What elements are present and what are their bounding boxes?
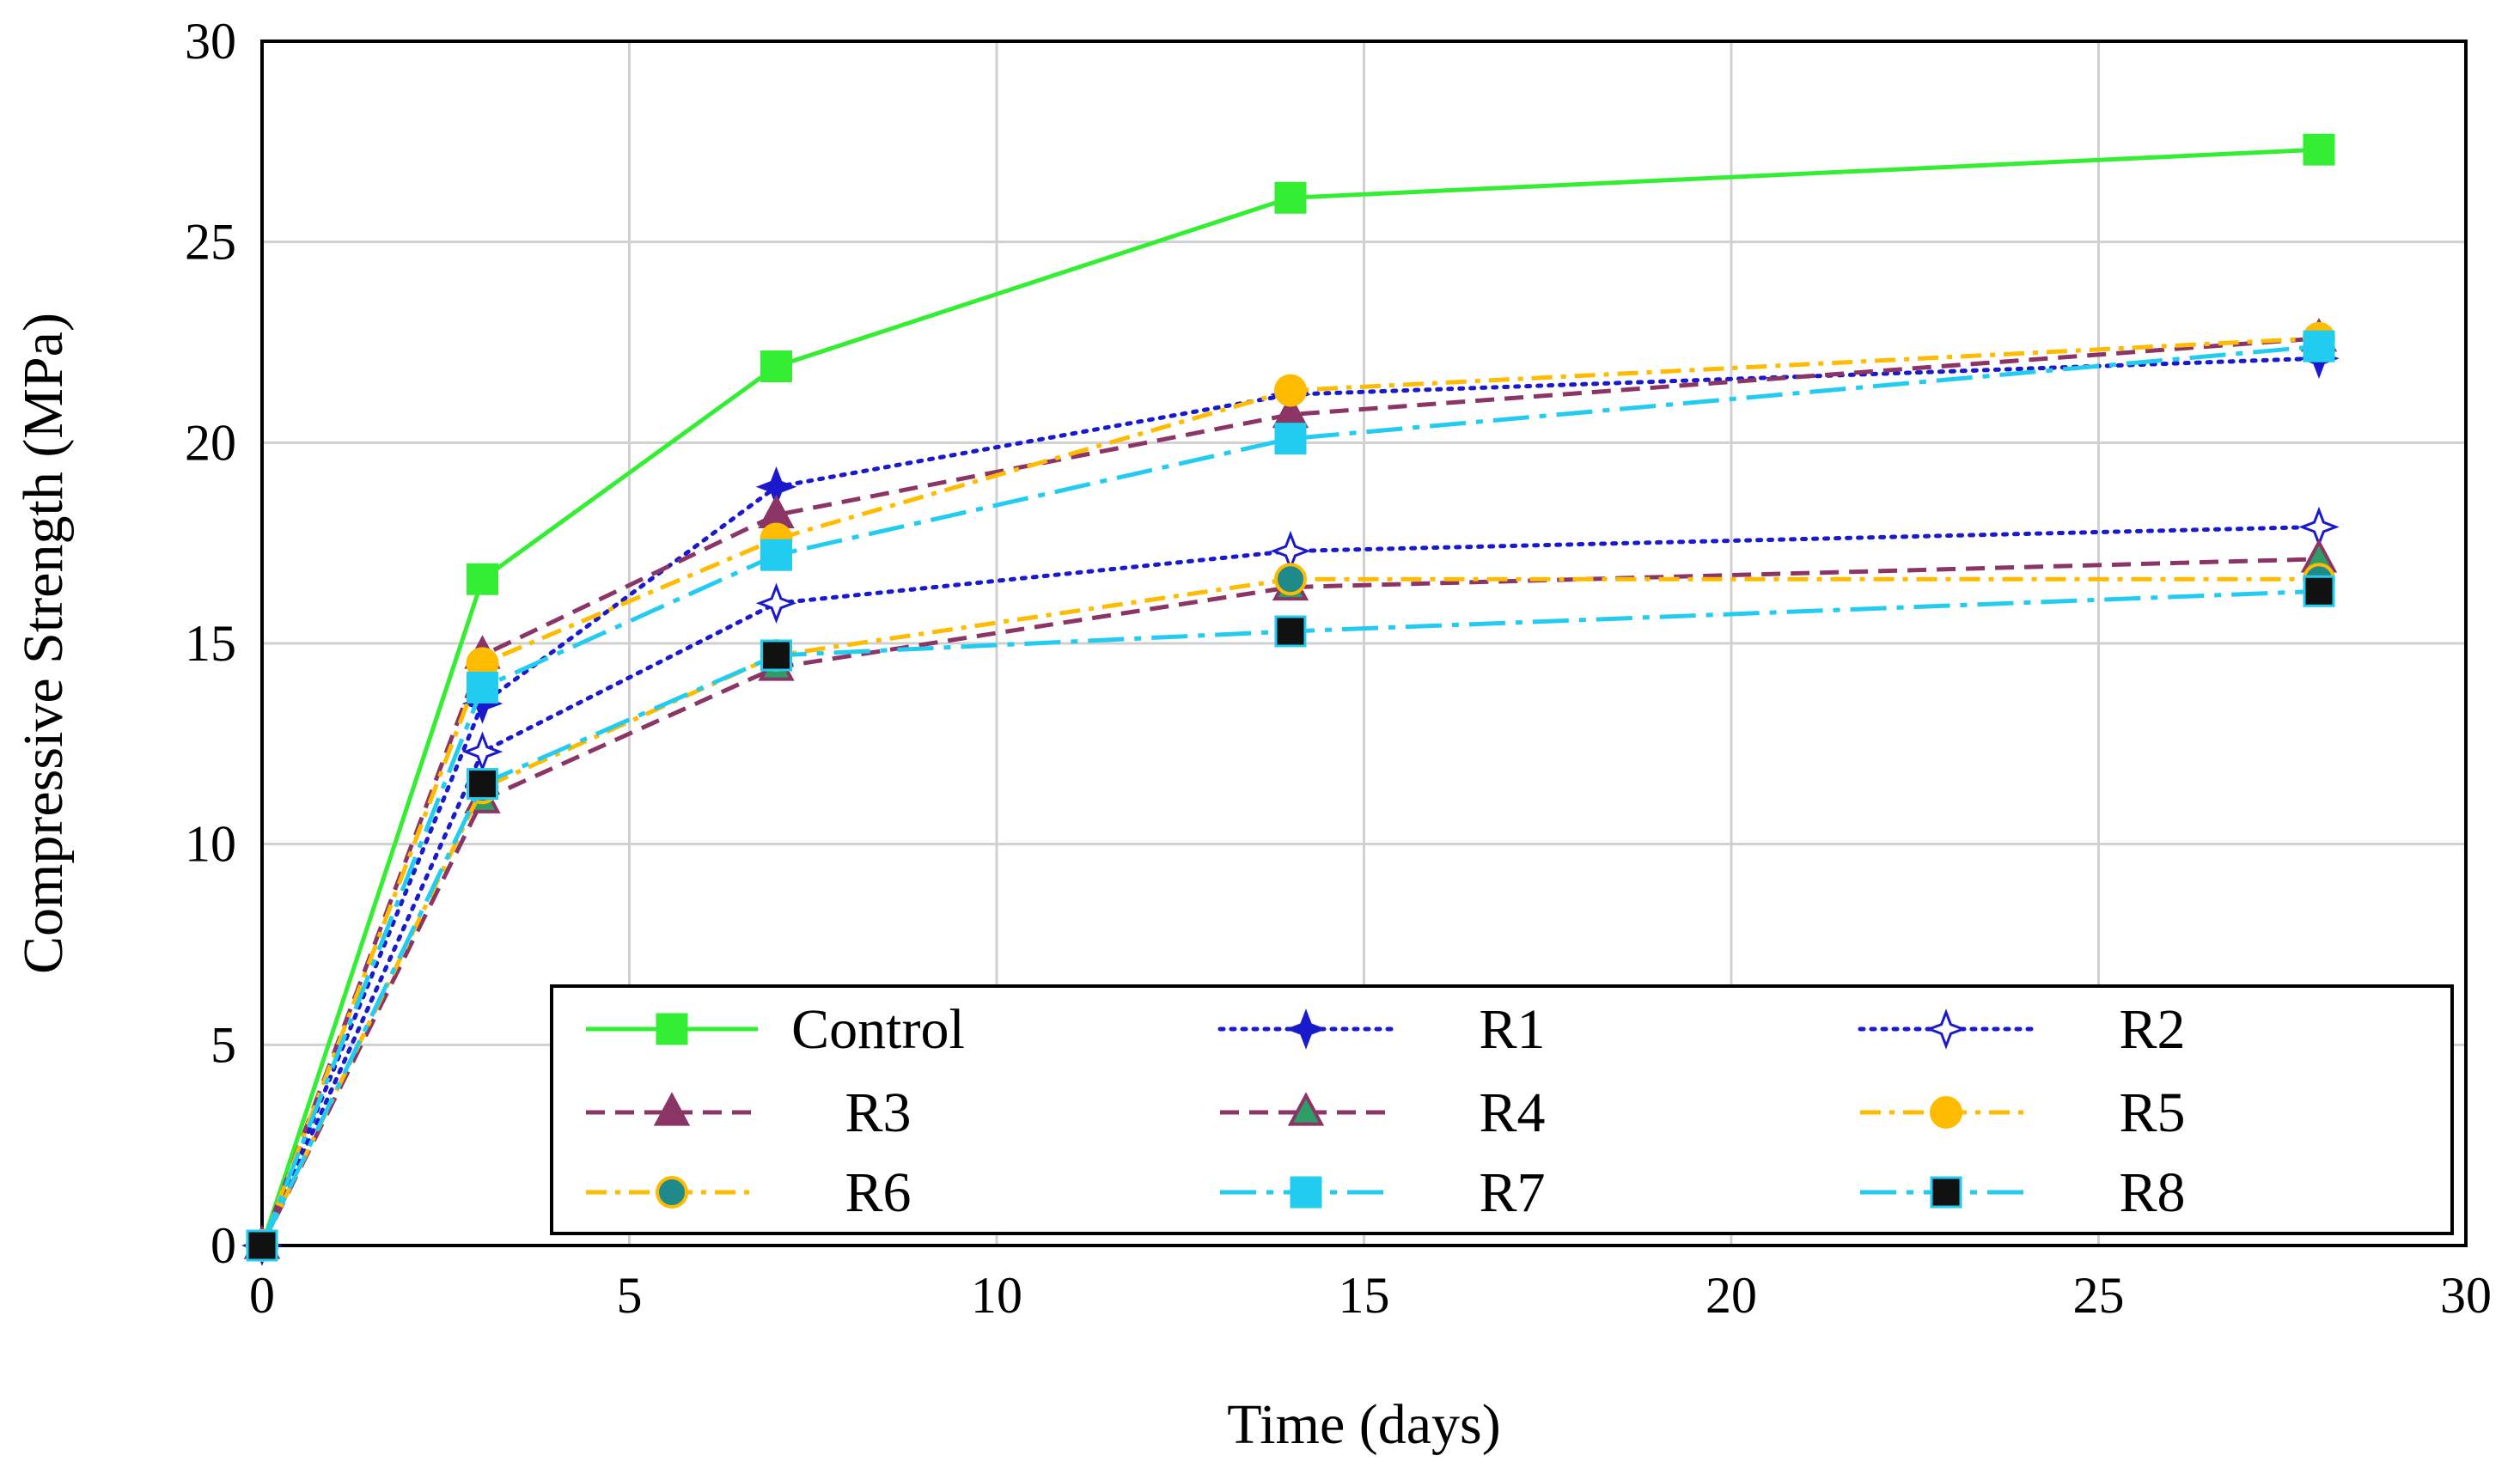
legend-label: R2 (2119, 998, 2185, 1061)
data-point (2303, 575, 2335, 607)
x-tick-label: 30 (2440, 1267, 2492, 1324)
y-tick-label: 30 (185, 13, 236, 70)
legend-swatch-marker (1930, 1096, 1962, 1129)
legend-box (550, 984, 2454, 1235)
series-r8 (246, 575, 2335, 1262)
x-tick-label: 15 (1339, 1267, 1390, 1324)
data-point (1270, 530, 1311, 572)
x-tick-label: 25 (2073, 1267, 2125, 1324)
series-line (259, 336, 2320, 1246)
y-tick-label: 10 (185, 816, 236, 873)
legend-swatch-marker (653, 1092, 691, 1126)
legend-swatch-marker (1285, 1008, 1327, 1050)
legend-item-r4: R4 (1220, 1081, 1546, 1144)
legend-label: R6 (845, 1161, 911, 1224)
y-axis-title: Compressive Strength (MPa) (12, 313, 75, 974)
y-tick-label: 0 (211, 1217, 236, 1274)
data-point (1274, 423, 1307, 455)
data-point (760, 350, 792, 383)
y-tick-label: 5 (211, 1016, 236, 1073)
legend-item-r7: R7 (1220, 1161, 1546, 1224)
data-point (467, 563, 498, 595)
series-group (241, 133, 2340, 1266)
x-axis-title: Time (days) (1227, 1393, 1500, 1456)
data-point (760, 539, 792, 571)
y-tick-label: 25 (185, 214, 236, 271)
x-tick-label: 20 (1705, 1267, 1757, 1324)
x-tick-label: 10 (971, 1267, 1022, 1324)
legend-label: R5 (2119, 1081, 2185, 1144)
y-tick-label: 15 (185, 615, 236, 672)
data-point (1274, 181, 1307, 214)
plot-border (260, 40, 2468, 1247)
legend-swatch-marker (1925, 1008, 1967, 1050)
legend-swatch-marker (1290, 1176, 1322, 1209)
legend-swatch-marker (656, 1176, 688, 1209)
data-point (467, 671, 498, 704)
data-point (755, 582, 797, 624)
data-point (246, 1229, 278, 1262)
data-point (2303, 133, 2335, 166)
legend-item-r5: R5 (1860, 1081, 2186, 1144)
data-point (1274, 374, 1307, 407)
legend-swatch-marker (1287, 1092, 1325, 1126)
tick-labels: 0 5 10 15 20 25 30 0 5 10 15 20 25 30 (185, 13, 2492, 1324)
data-point (1274, 563, 1307, 596)
legend-swatch-marker (656, 1013, 688, 1045)
data-point (760, 639, 792, 672)
x-tick-label: 0 (249, 1267, 275, 1324)
legend-label: R4 (1479, 1081, 1545, 1144)
legend-label: R1 (1479, 998, 1545, 1061)
data-point (467, 768, 498, 801)
legend-item-control: Control (586, 998, 965, 1061)
legend-item-r6: R6 (586, 1161, 912, 1224)
data-point (1274, 615, 1307, 648)
legend-item-r8: R8 (1860, 1161, 2186, 1224)
legend: Control R1 R2 R3 R4 R5 R6 R7 R8 (550, 984, 2454, 1235)
data-point (2303, 330, 2335, 362)
plot-frame (260, 40, 2468, 1247)
y-tick-label: 20 (185, 414, 236, 471)
legend-swatch-marker (1930, 1176, 1962, 1209)
legend-label: R8 (2119, 1161, 2185, 1224)
legend-label: Control (791, 998, 965, 1061)
legend-item-r2: R2 (1858, 998, 2186, 1061)
legend-item-r1: R1 (1217, 998, 1546, 1061)
data-point (461, 731, 503, 772)
legend-label: R3 (845, 1081, 911, 1144)
legend-label: R7 (1479, 1161, 1545, 1224)
legend-item-r3: R3 (586, 1081, 912, 1144)
x-tick-label: 5 (617, 1267, 643, 1324)
